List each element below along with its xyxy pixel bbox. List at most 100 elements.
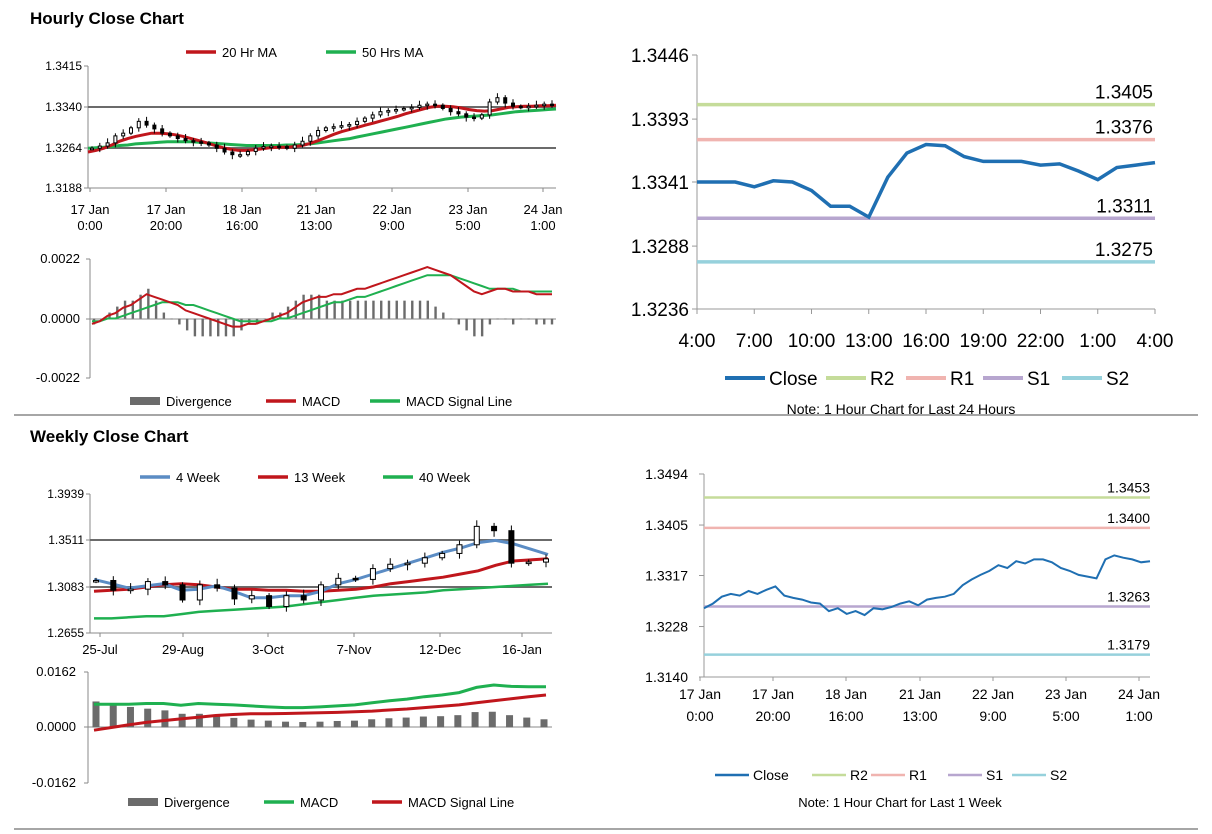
divergence-bar: [385, 718, 393, 728]
hourly-candle-body: [362, 117, 367, 122]
weekly-candle-body: [335, 577, 342, 586]
hourly-candle-body: [214, 144, 219, 149]
y-tick-label: 1.3236: [631, 300, 689, 321]
divergence-bar: [454, 715, 462, 728]
x-tick-label: 21 Jan: [296, 202, 335, 217]
divergence-bar: [480, 318, 484, 337]
hourly-candle-body: [511, 102, 516, 107]
divergence-bar: [316, 721, 324, 728]
divergence-bar: [333, 300, 336, 319]
x-tick-label: 5:00: [1052, 708, 1079, 724]
legend-r2-label: R2: [850, 767, 868, 783]
divergence-bar: [372, 300, 375, 319]
y-tick-label: -0.0162: [32, 775, 76, 790]
hourly-title: Hourly Close Chart: [30, 9, 184, 28]
hourly-candle-body: [550, 103, 554, 107]
hourly-candle-body: [277, 145, 282, 149]
weekly-candle-body: [266, 595, 273, 607]
level-s1-label: 1.3263: [1107, 588, 1150, 604]
divergence-bar: [162, 312, 166, 319]
hourly-candle-body: [331, 126, 336, 129]
divergence-bar: [350, 720, 358, 728]
x-tick-label: 0:00: [686, 708, 713, 724]
hourly-candle-body: [269, 145, 274, 149]
x-tick-label: 20:00: [755, 708, 790, 724]
divergence-bar: [123, 300, 127, 319]
hourly-candle-body: [238, 154, 243, 157]
hourly-candle-body: [128, 127, 133, 134]
x-tick-label: 12-Dec: [419, 642, 461, 657]
hourly-candle-body: [339, 125, 344, 128]
x-tick-label: 24 Jan: [523, 202, 562, 217]
level-r1-label: 1.3376: [1095, 118, 1153, 139]
hourly-candle-body: [199, 141, 204, 144]
hourly-candle-body: [518, 105, 523, 109]
weekly-candle-body: [473, 525, 480, 546]
hourly-candle-body: [183, 138, 188, 142]
divergence-bar: [488, 318, 492, 325]
weekly-candle-body: [525, 561, 532, 565]
divergence-bar: [271, 312, 274, 319]
divergence-bar: [426, 300, 429, 319]
divergence-bar: [471, 712, 479, 728]
divergence-bar: [364, 300, 367, 319]
divergence-bar: [139, 294, 142, 319]
hourly-candle-body: [433, 103, 438, 107]
divergence-bar: [170, 318, 173, 320]
divergence-bar: [419, 716, 427, 728]
divergence-bar: [356, 300, 360, 319]
weekly-candle-body: [318, 584, 324, 601]
divergence-bar: [519, 318, 523, 320]
divergence-bar: [434, 306, 437, 319]
hourly-candle-body: [394, 109, 399, 112]
x-tick-label: 13:00: [902, 708, 937, 724]
divergence-bar: [368, 719, 376, 728]
divergence-bar: [506, 715, 514, 728]
x-tick-label: 22:00: [1017, 331, 1065, 352]
divergence-bar: [511, 318, 515, 325]
hourly-candle-body: [253, 147, 258, 152]
weekly-candle-body: [162, 581, 169, 586]
legend-40week-label: 40 Week: [419, 470, 471, 485]
x-tick-label: 4:00: [679, 331, 716, 352]
x-tick-label: 9:00: [979, 708, 1006, 724]
hourly-candle-body: [487, 101, 492, 116]
x-tick-label: 1:00: [1079, 331, 1116, 352]
hourly-candle-body: [440, 104, 445, 109]
legend-close-label: Close: [753, 767, 789, 783]
y-tick-label: 1.3494: [645, 466, 688, 482]
weekly-candle-body: [127, 588, 134, 592]
weekly-title: Weekly Close Chart: [30, 427, 189, 446]
x-tick-label: 7-Nov: [337, 642, 372, 657]
divergence-bar: [535, 318, 538, 325]
y-tick-label: 1.2655: [47, 626, 84, 640]
hourly-candle-body: [175, 135, 180, 140]
x-tick-label: 0:00: [77, 218, 102, 233]
y-tick-label: 1.3405: [645, 517, 688, 533]
hourly-candle-body: [323, 127, 328, 131]
x-tick-label: 17 Jan: [70, 202, 109, 217]
legend-s2-label: S2: [1050, 767, 1067, 783]
ma20-line: [87, 103, 557, 154]
x-tick-label: 9:00: [379, 218, 404, 233]
hourly-candle-body: [152, 124, 157, 130]
divergence-bar: [302, 294, 305, 319]
hourly-candle-body: [448, 107, 453, 113]
legend-13week-label: 13 Week: [294, 470, 346, 485]
x-tick-label: 5:00: [455, 218, 480, 233]
divergence-bar: [402, 717, 410, 728]
weekly-candle-body: [231, 587, 238, 600]
divergence-bar: [126, 706, 134, 728]
divergence-bar: [437, 716, 445, 728]
hourly-candle-body: [526, 105, 531, 109]
weekly-candle-body: [214, 584, 221, 589]
hourly-candle-body: [456, 111, 461, 115]
legend-r2-label: R2: [870, 369, 894, 390]
x-tick-label: 4:00: [1137, 331, 1174, 352]
legend-divergence-swatch: [128, 798, 158, 806]
divergence-bar: [209, 318, 212, 337]
divergence-bar: [294, 300, 298, 319]
level-s1-label: 1.3311: [1096, 196, 1153, 217]
divergence-bar: [201, 318, 204, 337]
